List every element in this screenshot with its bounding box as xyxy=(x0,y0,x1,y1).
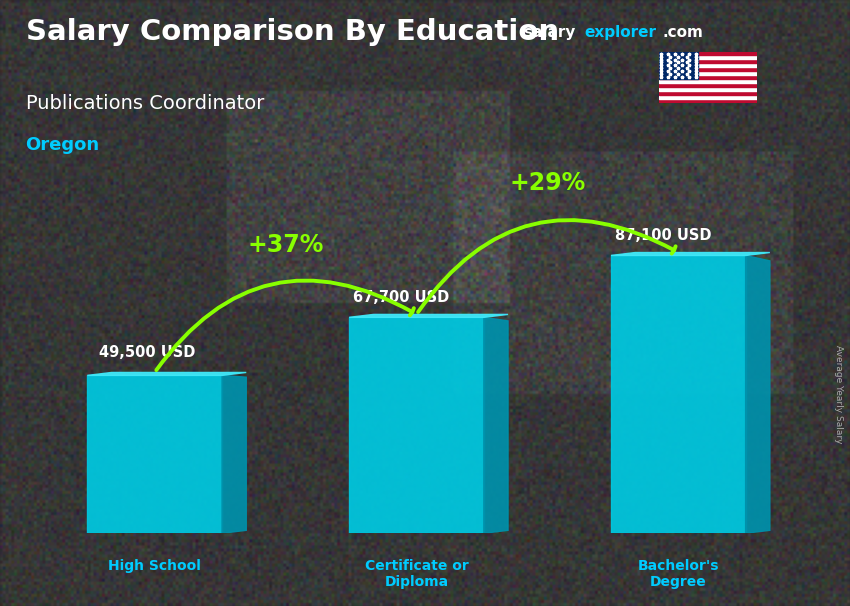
Bar xyxy=(659,72,756,75)
Text: Publications Coordinator: Publications Coordinator xyxy=(26,94,264,113)
Text: 49,500 USD: 49,500 USD xyxy=(99,345,196,360)
Bar xyxy=(659,64,756,67)
Text: 67,700 USD: 67,700 USD xyxy=(354,290,450,305)
Polygon shape xyxy=(745,256,770,533)
Bar xyxy=(611,256,745,533)
Bar xyxy=(659,56,756,59)
Bar xyxy=(659,75,756,79)
Polygon shape xyxy=(349,315,508,318)
Bar xyxy=(659,67,756,72)
Bar xyxy=(349,318,484,533)
Bar xyxy=(659,59,756,64)
Text: Certificate or
Diploma: Certificate or Diploma xyxy=(365,559,468,589)
Text: Salary Comparison By Education: Salary Comparison By Education xyxy=(26,18,558,46)
Bar xyxy=(659,91,756,95)
Text: +37%: +37% xyxy=(247,233,324,256)
Bar xyxy=(659,83,756,87)
Polygon shape xyxy=(484,318,508,533)
Bar xyxy=(659,99,756,103)
Polygon shape xyxy=(222,375,246,533)
Text: .com: .com xyxy=(662,25,703,41)
Text: Oregon: Oregon xyxy=(26,136,99,155)
Text: Average Yearly Salary: Average Yearly Salary xyxy=(834,345,843,443)
Bar xyxy=(659,52,698,79)
Text: +29%: +29% xyxy=(509,171,586,195)
Polygon shape xyxy=(88,373,246,375)
Bar xyxy=(659,87,756,91)
Bar xyxy=(659,95,756,99)
Bar xyxy=(659,79,756,83)
Text: explorer: explorer xyxy=(584,25,656,41)
Polygon shape xyxy=(611,253,770,256)
Bar xyxy=(659,52,756,56)
Text: High School: High School xyxy=(108,559,201,573)
Text: salary: salary xyxy=(523,25,575,41)
Text: 87,100 USD: 87,100 USD xyxy=(615,228,711,244)
Bar xyxy=(88,375,222,533)
Text: Bachelor's
Degree: Bachelor's Degree xyxy=(638,559,719,589)
